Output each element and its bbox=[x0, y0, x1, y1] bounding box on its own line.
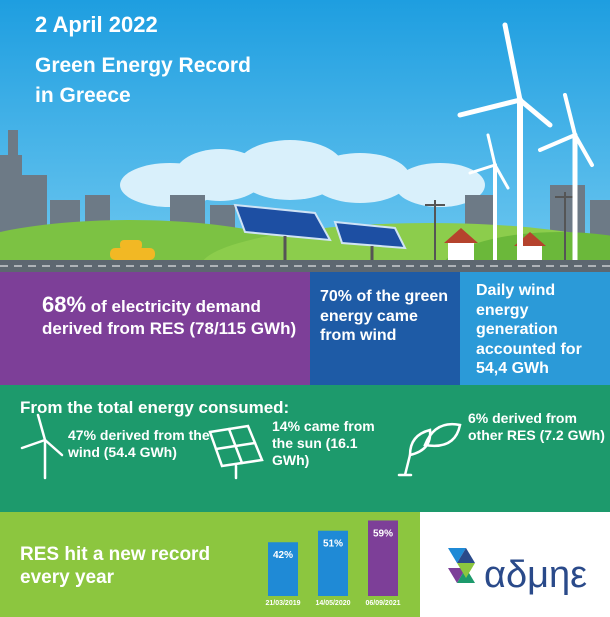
breakdown-item: 47% derived from the wind (54.4 GWh) bbox=[68, 427, 210, 461]
breakdown-heading: From the total energy consumed: bbox=[20, 398, 290, 417]
bar-value-label: 42% bbox=[273, 550, 293, 561]
stat-text: Daily wind energy generation accounted f… bbox=[476, 282, 582, 378]
stat-text: 70% of the green energy came from wind bbox=[320, 288, 449, 345]
stat: 68% of electricity demand derived from R… bbox=[42, 292, 302, 340]
title-line: Green Energy Record bbox=[35, 54, 251, 77]
bar-value-label: 51% bbox=[323, 539, 343, 550]
date: 2 April 2022 bbox=[35, 12, 158, 37]
bar bbox=[368, 520, 398, 596]
bar bbox=[268, 542, 298, 596]
record-text: RES hit a new record every year bbox=[20, 544, 211, 589]
logo-text: αδμηε bbox=[484, 554, 588, 596]
breakdown-item: 6% derived from other RES (7.2 GWh) bbox=[468, 410, 605, 444]
title-line: in Greece bbox=[35, 84, 131, 107]
bar-category-label: 06/09/2021 bbox=[365, 600, 400, 607]
stat-highlight: 68% bbox=[42, 292, 87, 317]
stat-text: of electricity demand derived from RES (… bbox=[42, 297, 297, 338]
breakdown-item: 14% came from the sun (16.1 GWh) bbox=[272, 418, 375, 469]
bar-value-label: 59% bbox=[373, 528, 393, 539]
bar-category-label: 21/03/2019 bbox=[265, 600, 300, 607]
bar-category-label: 14/05/2020 bbox=[315, 600, 350, 607]
bar bbox=[318, 530, 348, 596]
